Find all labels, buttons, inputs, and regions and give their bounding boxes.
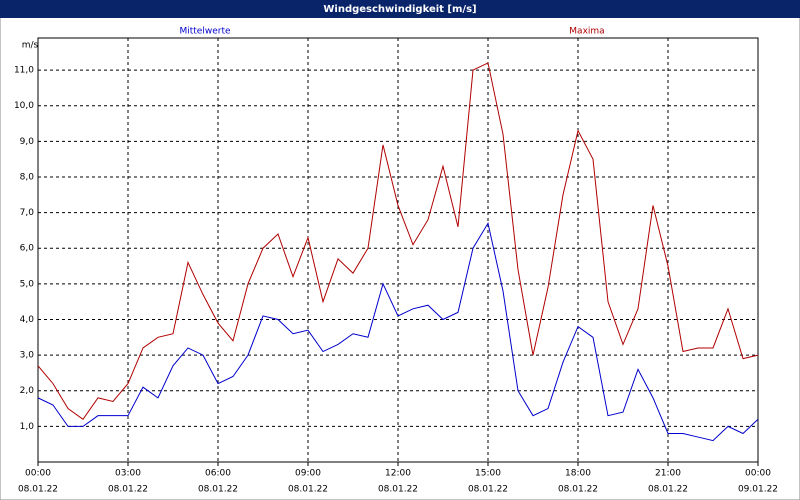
x-tick-label: 03:00 [115,469,141,479]
legend-entry: Maxima [569,27,604,37]
data-line [37,62,759,420]
window-title: Windgeschwindigkeit [m/s] [323,4,476,15]
x-tick-date: 08.01.22 [378,485,418,495]
x-tick-label: 21:00 [655,469,681,479]
x-tick-label: 18:00 [565,469,591,479]
x-tick-label: 00:00 [25,469,51,479]
x-tick-date: 08.01.22 [648,485,688,495]
data-line [37,221,759,442]
x-tick-label: 09:00 [295,469,321,479]
y-tick-label: 1,0 [20,422,35,432]
y-tick-label: 6,0 [20,244,35,254]
x-tick-label: 12:00 [385,469,411,479]
y-axis-label: m/s [22,41,39,51]
y-tick-label: 5,0 [20,279,35,289]
x-tick-date: 08.01.22 [198,485,238,495]
x-tick-date: 08.01.22 [558,485,598,495]
y-tick-label: 7,0 [20,208,35,218]
y-tick-label: 3,0 [20,351,35,361]
x-tick-label: 06:00 [205,469,231,479]
x-tick-date: 08.01.22 [108,485,148,495]
legend-entry: Mittelwerte [179,27,230,37]
title-bar [0,0,800,18]
y-tick-label: 9,0 [20,137,35,147]
y-tick-label: 2,0 [20,386,35,396]
x-tick-date: 08.01.22 [468,485,508,495]
x-tick-date: 09.01.22 [738,485,778,495]
y-tick-label: 10,0 [14,101,34,111]
x-tick-date: 08.01.22 [288,485,328,495]
y-tick-label: 11,0 [14,66,34,76]
x-tick-label: 15:00 [475,469,501,479]
y-tick-label: 8,0 [20,172,35,182]
x-tick-label: 00:00 [745,469,771,479]
x-tick-date: 08.01.22 [18,485,58,495]
y-tick-label: 4,0 [20,315,35,325]
